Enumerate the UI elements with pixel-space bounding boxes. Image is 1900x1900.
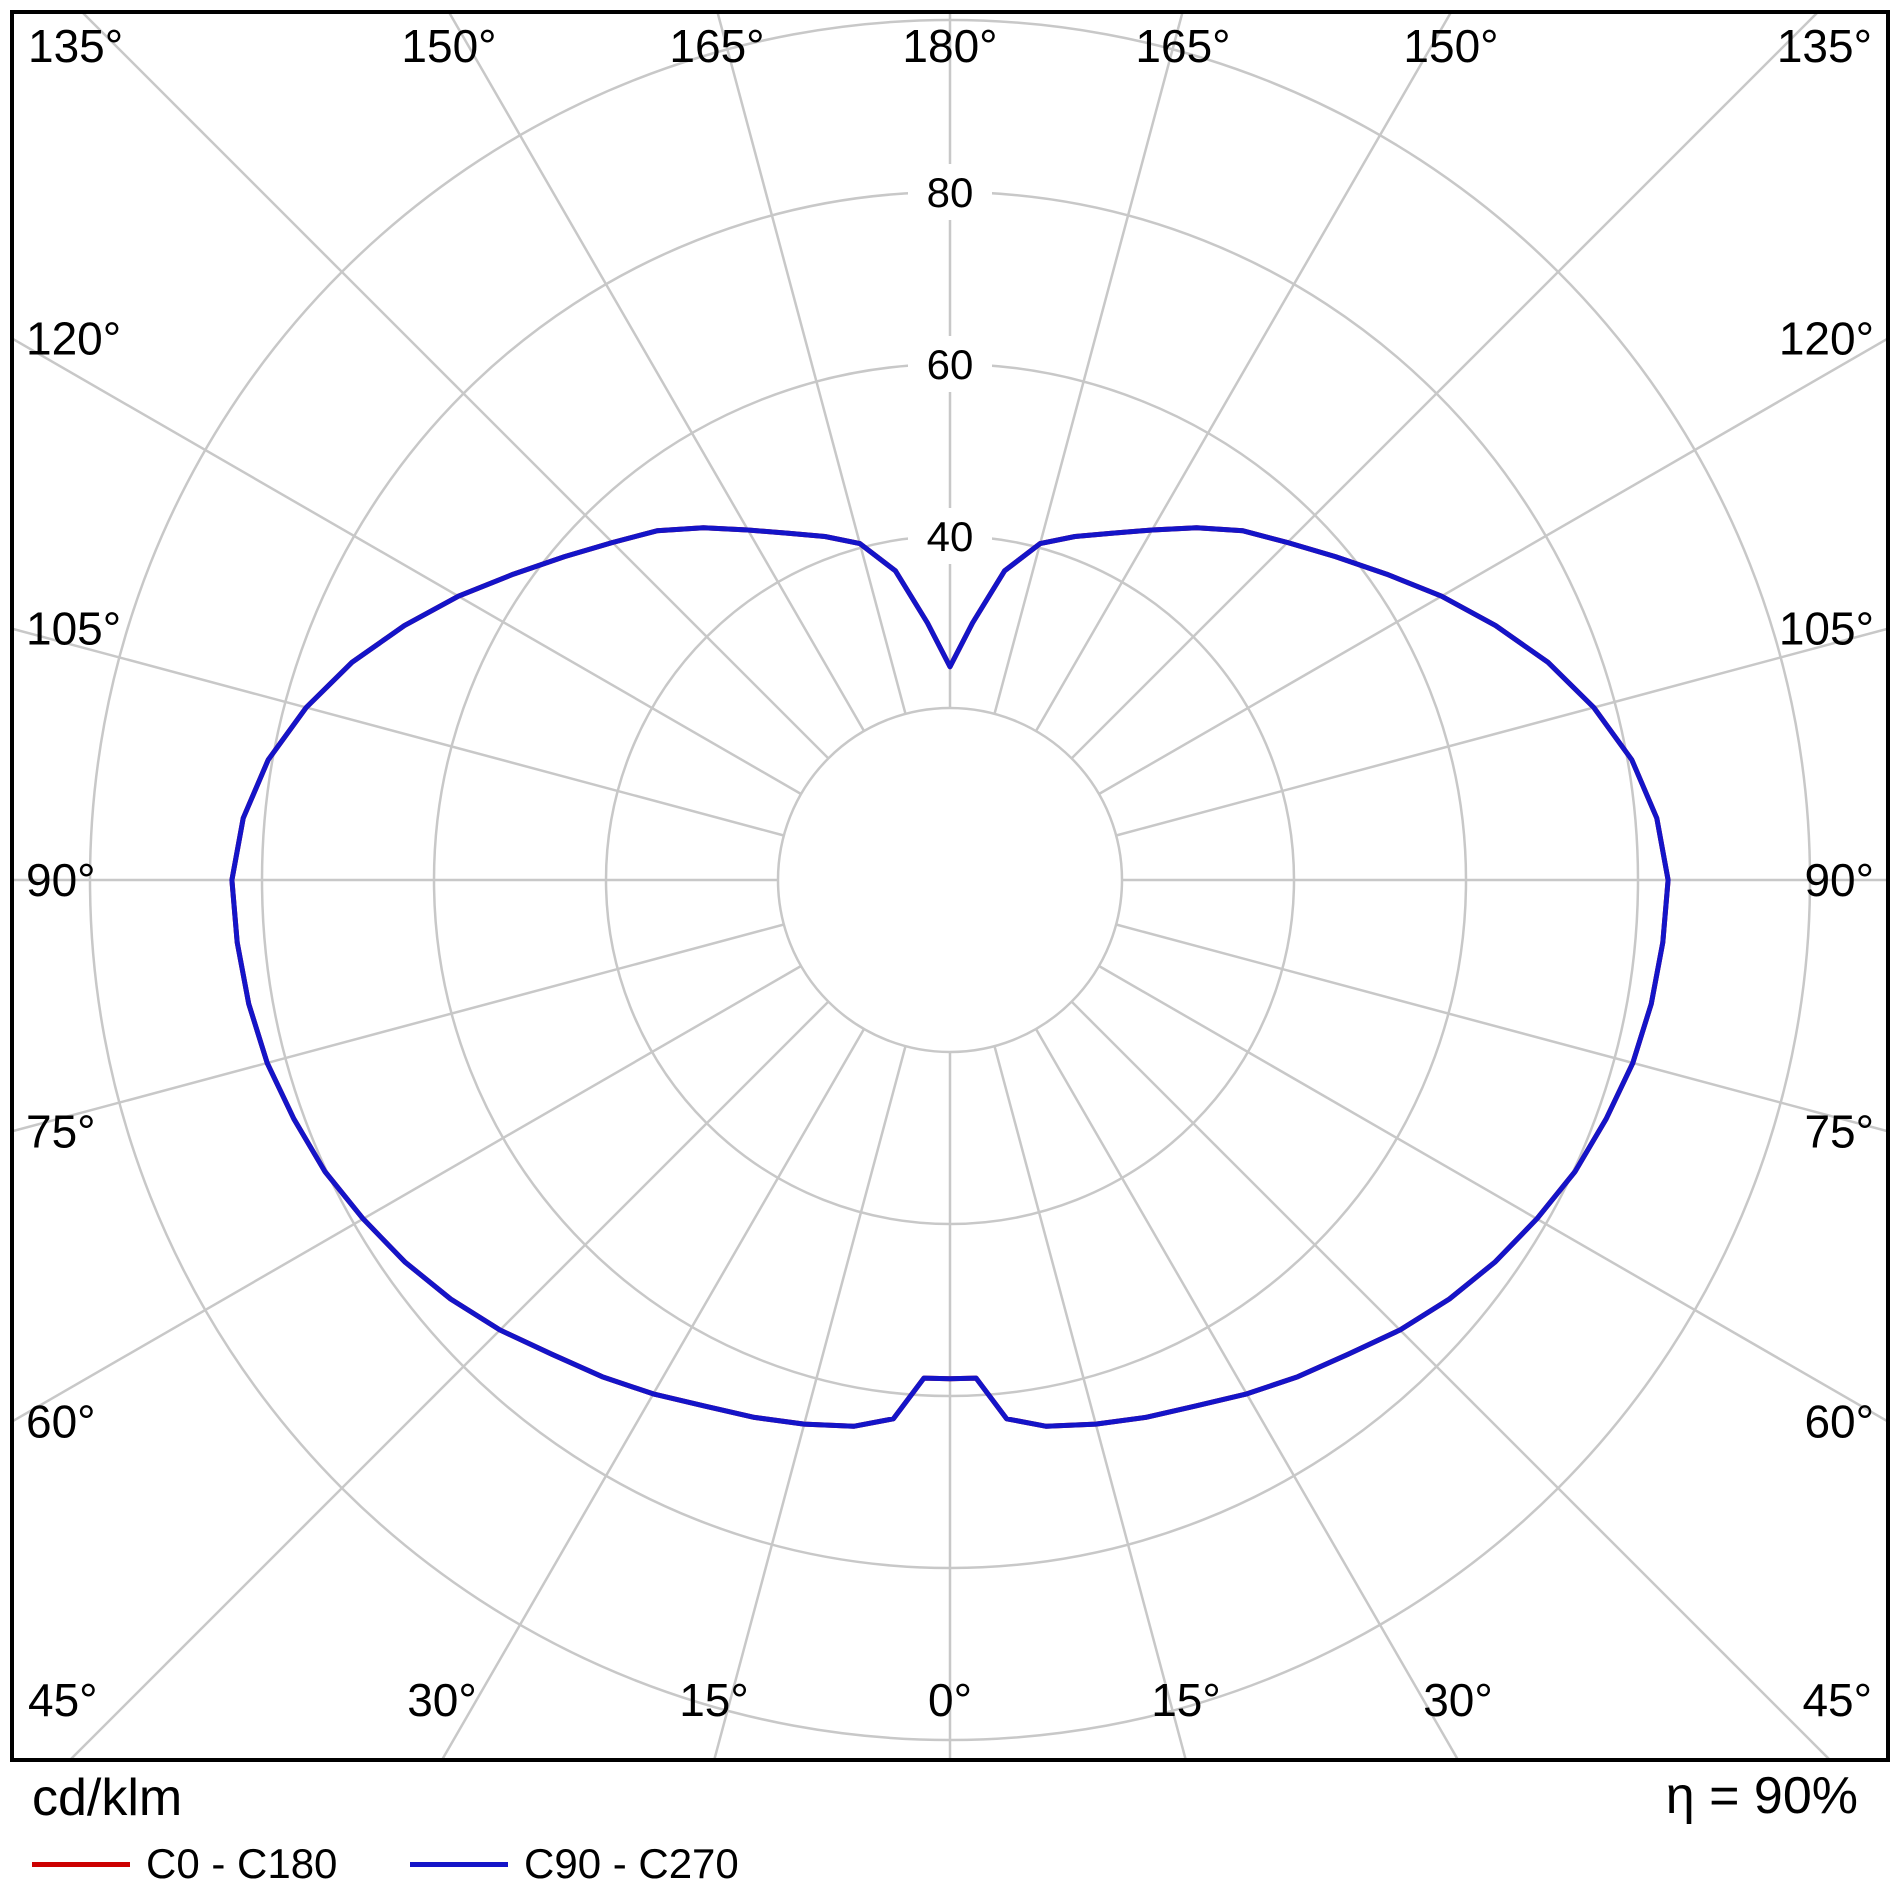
- angle-label-right: 90°: [1804, 854, 1874, 906]
- radial-tick-backing: [908, 164, 992, 220]
- grid-spoke: [1034, 1028, 1460, 1760]
- curve-c90-c270: [229, 525, 1671, 1429]
- grid-spoke: [80, 12, 830, 760]
- angle-label-top: 135°: [1777, 20, 1872, 72]
- angle-label-bottom: 15°: [679, 1674, 749, 1726]
- angle-label-bottom: 15°: [1151, 1674, 1221, 1726]
- grid-spoke: [1070, 12, 1820, 760]
- grid-spoke: [712, 1045, 907, 1760]
- grid-spoke: [716, 12, 907, 715]
- chart-frame: [10, 10, 1890, 1762]
- angle-label-right: 75°: [1804, 1105, 1874, 1157]
- radial-tick-label: 40: [927, 513, 974, 560]
- legend-line-c90-c270-icon: [410, 1861, 508, 1867]
- grid-spoke: [12, 964, 802, 1423]
- angle-label-left: 120°: [26, 312, 121, 364]
- grid-spoke: [440, 1028, 866, 1760]
- angle-label-top: 150°: [401, 20, 496, 72]
- grid-spoke: [1098, 337, 1888, 796]
- radial-tick-backing: [908, 336, 992, 392]
- angle-label-right: 105°: [1779, 603, 1874, 655]
- radial-tick-backing: [908, 508, 992, 564]
- angle-label-bottom: 0°: [928, 1674, 972, 1726]
- angle-label-left: 90°: [26, 854, 96, 906]
- grid-spoke: [993, 1045, 1188, 1760]
- legend-label-c90-c270: C90 - C270: [524, 1840, 739, 1887]
- legend-line-c0-c180-icon: [32, 1861, 130, 1867]
- grid-spoke: [12, 923, 785, 1133]
- grid-ring: [776, 706, 1124, 1054]
- grid-spoke: [447, 12, 866, 732]
- legend-item-c90-c270: C90 - C270: [410, 1838, 739, 1890]
- grid-spoke: [1115, 627, 1888, 837]
- angle-label-left: 60°: [26, 1396, 96, 1448]
- grid-spoke: [1115, 923, 1888, 1133]
- angle-label-bottom: 30°: [407, 1674, 477, 1726]
- grid-spoke: [1070, 1000, 1832, 1760]
- angle-label-top: 165°: [1135, 20, 1230, 72]
- efficiency-label: η = 90%: [1665, 1767, 1858, 1825]
- grid-spoke: [1034, 12, 1453, 732]
- angle-label-right: 60°: [1804, 1396, 1874, 1448]
- grid-spoke: [68, 1000, 830, 1760]
- angle-label-top: 165°: [669, 20, 764, 72]
- angle-label-bottom: 45°: [28, 1674, 98, 1726]
- grid-spoke: [12, 337, 802, 796]
- legend-label-c0-c180: C0 - C180: [146, 1840, 338, 1887]
- angle-label-bottom: 45°: [1802, 1674, 1872, 1726]
- angle-label-bottom: 30°: [1423, 1674, 1493, 1726]
- angle-label-left: 75°: [26, 1105, 96, 1157]
- angle-label-top: 180°: [902, 20, 997, 72]
- radial-tick-label: 60: [927, 341, 974, 388]
- angle-label-top: 150°: [1403, 20, 1498, 72]
- radial-tick-label: 80: [927, 169, 974, 216]
- grid-spoke: [12, 627, 785, 837]
- angle-label-right: 120°: [1779, 312, 1874, 364]
- angle-label-left: 105°: [26, 603, 121, 655]
- unit-label: cd/klm: [32, 1769, 183, 1827]
- grid-spoke: [993, 12, 1184, 715]
- legend-item-c0-c180: C0 - C180: [32, 1838, 337, 1890]
- angle-label-top: 135°: [28, 20, 123, 72]
- grid-spoke: [1098, 964, 1888, 1423]
